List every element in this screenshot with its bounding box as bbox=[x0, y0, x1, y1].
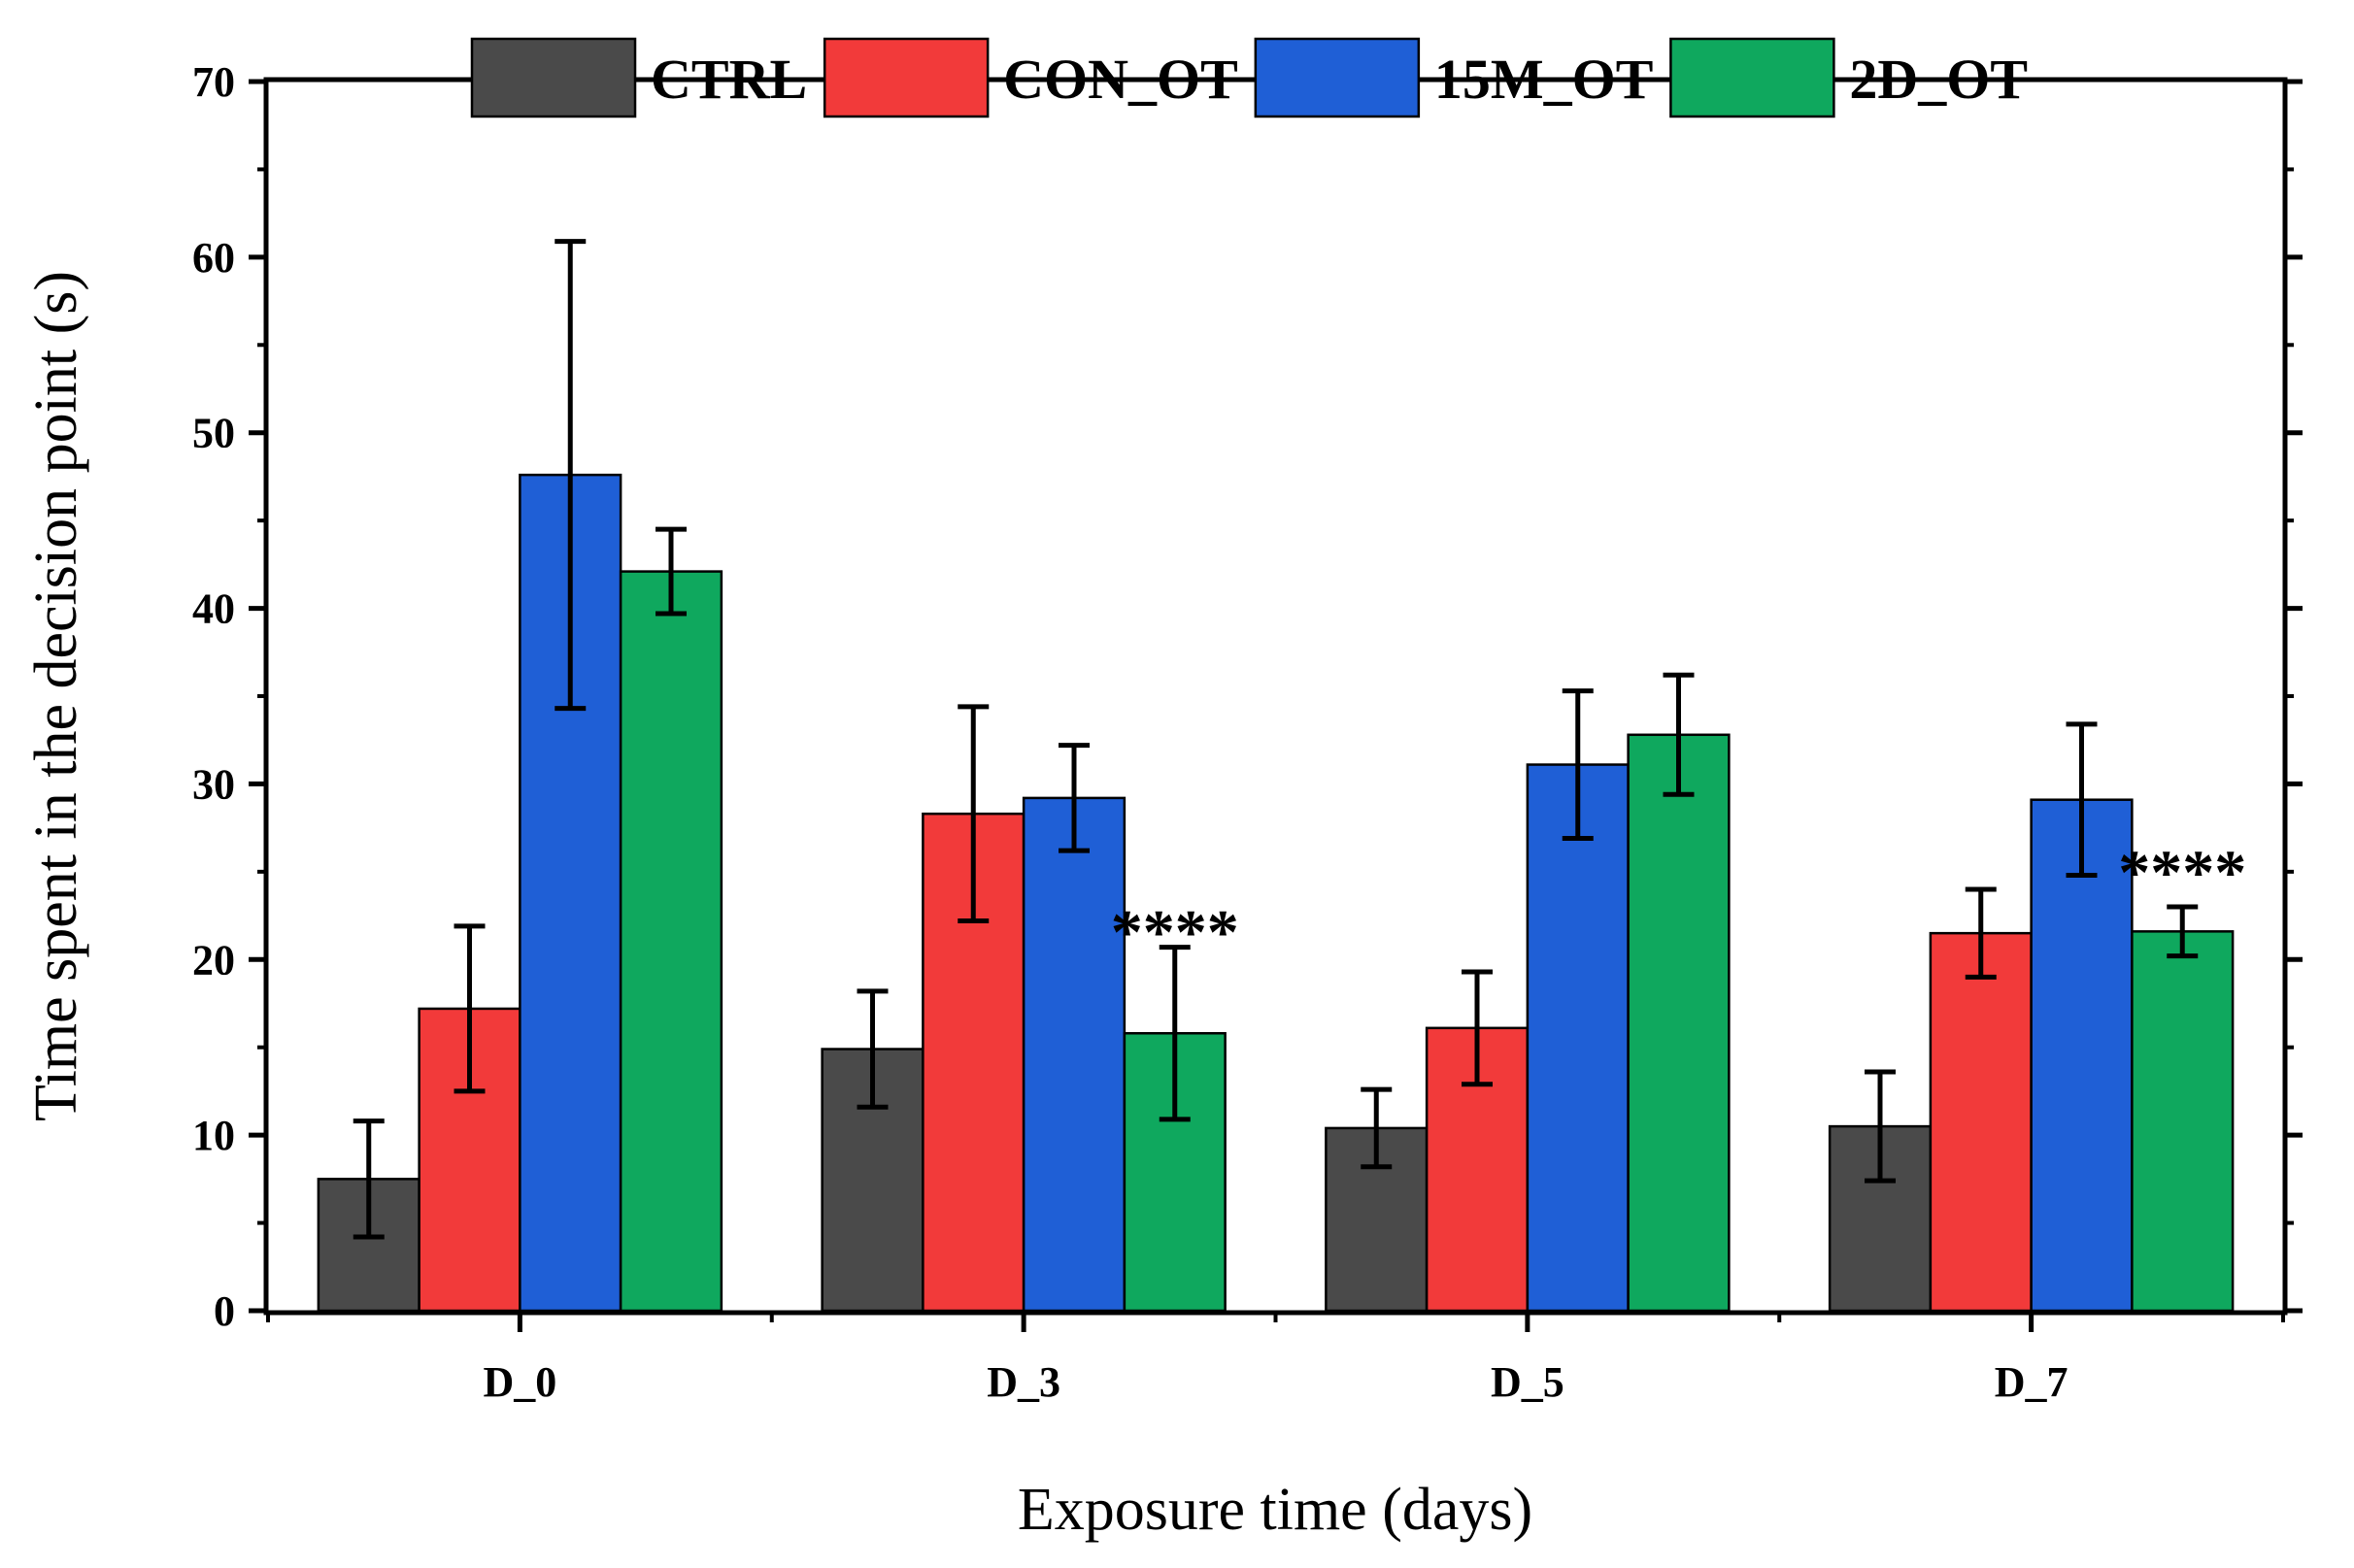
y-tick-label: 70 bbox=[192, 58, 235, 106]
y-tick-label: 0 bbox=[214, 1287, 235, 1335]
x-axis-title: Exposure time (days) bbox=[1018, 1477, 1532, 1543]
x-tick-label-D_0: D_0 bbox=[483, 1358, 556, 1406]
bar-CON_OT-D_7 bbox=[1929, 931, 2033, 1313]
legend: CTRL CON_OT 15M_OT 2D_OT bbox=[470, 37, 2028, 118]
bars bbox=[317, 473, 2235, 1313]
x-tick-label-D_7: D_7 bbox=[1995, 1358, 2068, 1406]
legend-label-CTRL: CTRL bbox=[651, 48, 807, 111]
bar-15M_OT-D_3 bbox=[1022, 796, 1127, 1313]
x-axis-ticks: D_0 D_3 D_5 D_7 bbox=[266, 1311, 2285, 1406]
legend-swatch-2D_OT bbox=[1669, 37, 1835, 118]
bar-15M_OT-D_5 bbox=[1526, 763, 1630, 1313]
bar-2D_OT-D_7 bbox=[2131, 930, 2235, 1313]
legend-label-CON_OT: CON_OT bbox=[1003, 48, 1238, 111]
x-tick-label-D_3: D_3 bbox=[987, 1358, 1060, 1406]
y-tick-label: 60 bbox=[192, 234, 235, 282]
error-bars bbox=[353, 239, 2199, 1240]
significance-label-D_3: **** bbox=[1111, 897, 1239, 968]
bar-2D_OT-D_5 bbox=[1627, 733, 1731, 1313]
legend-label-2D_OT: 2D_OT bbox=[1849, 48, 2028, 111]
legend-swatch-15M_OT bbox=[1254, 37, 1421, 118]
y-tick-label: 20 bbox=[192, 936, 235, 984]
y-tick-label: 40 bbox=[192, 585, 235, 633]
y-axis-title: Time spent in the decision point (s) bbox=[23, 271, 89, 1121]
legend-swatch-CON_OT bbox=[823, 37, 990, 118]
legend-label-15M_OT: 15M_OT bbox=[1434, 48, 1654, 111]
significance-label-D_7: **** bbox=[2118, 838, 2246, 909]
y-axis-ticks: 0 10 20 30 40 50 60 70 bbox=[192, 58, 2303, 1335]
annotations: **** **** bbox=[1111, 838, 2247, 968]
bar-2D_OT-D_0 bbox=[619, 570, 723, 1313]
legend-swatch-CTRL bbox=[470, 37, 637, 118]
x-tick-label-D_5: D_5 bbox=[1491, 1358, 1564, 1406]
y-tick-label: 10 bbox=[192, 1112, 235, 1159]
y-tick-label: 30 bbox=[192, 760, 235, 808]
y-tick-label: 50 bbox=[192, 410, 235, 457]
